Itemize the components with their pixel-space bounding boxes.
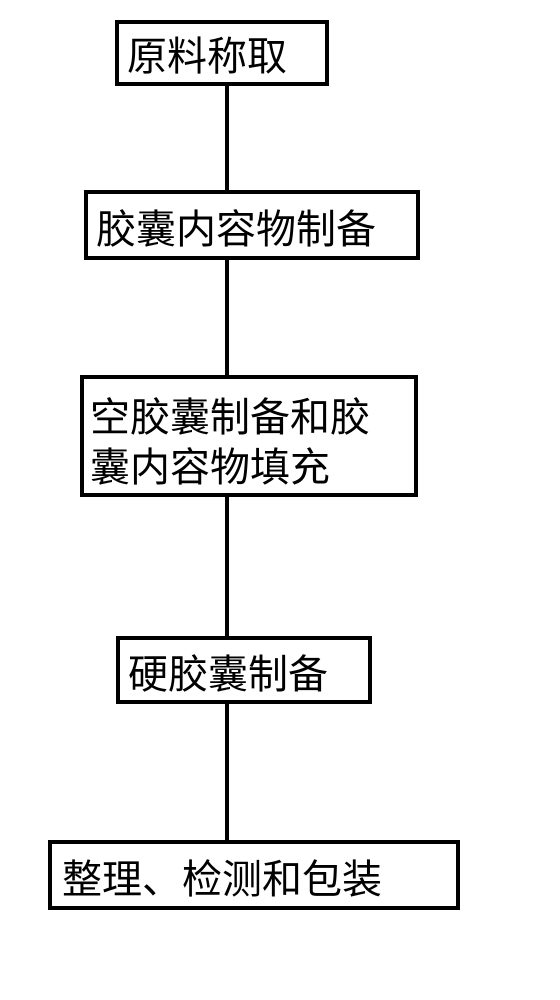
flow-node-5: 整理、检测和包装 [48,840,460,910]
flow-node-1-label: 原料称取 [127,32,287,82]
flow-node-2-label: 胶囊内容物制备 [96,205,376,255]
flow-node-5-label: 整理、检测和包装 [62,855,382,905]
flow-node-4-label: 硬胶囊制备 [128,650,328,700]
flow-node-3: 空胶囊制备和胶 囊内容物填充 [80,375,418,497]
flow-node-4: 硬胶囊制备 [116,636,372,704]
flow-node-2: 胶囊内容物制备 [84,190,420,260]
flow-edge-2 [225,260,229,375]
flowchart-canvas: 原料称取 胶囊内容物制备 空胶囊制备和胶 囊内容物填充 硬胶囊制备 整理、检测和… [0,0,560,1000]
flow-node-1: 原料称取 [115,20,329,86]
flow-edge-3 [225,497,229,636]
flow-edge-1 [225,86,229,190]
flow-node-3-label: 空胶囊制备和胶 囊内容物填充 [90,393,370,493]
flow-edge-4 [225,704,229,840]
